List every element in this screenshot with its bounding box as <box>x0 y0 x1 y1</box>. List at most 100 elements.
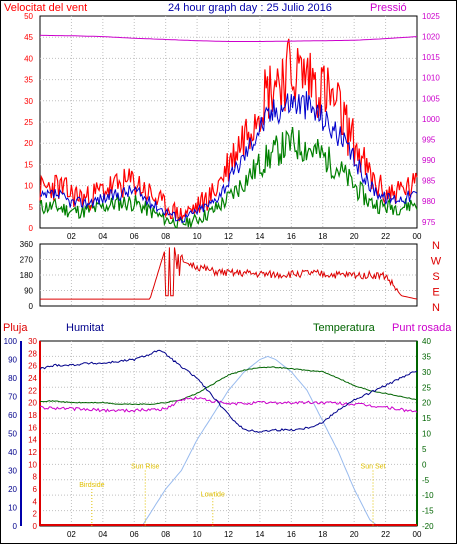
wind-panel: 0510152025303540455097598098599099510001… <box>24 12 440 241</box>
x-tick-label: 22 <box>381 232 390 241</box>
x-tick-label: 02 <box>67 232 76 241</box>
temperature-header: Temperatura <box>313 322 376 334</box>
direction-line <box>40 247 418 300</box>
x-tick-label: 06 <box>130 530 139 539</box>
compass-s: S <box>432 271 439 283</box>
y-tick-label: 0 <box>29 224 34 233</box>
sun-event-label: Sun Rise <box>131 464 160 471</box>
temp-tick-label: 35 <box>422 352 431 361</box>
x-tick-label: 18 <box>318 232 327 241</box>
humidity-tick-label: 90 <box>8 356 17 365</box>
x-tick-label: 20 <box>350 530 359 539</box>
humidity-tick-label: 40 <box>8 448 17 457</box>
x-tick-label: 06 <box>130 232 139 241</box>
dir-tick-label: 180 <box>20 271 34 280</box>
x-tick-label: 18 <box>318 530 327 539</box>
dir-tick-label: 0 <box>29 302 34 311</box>
x-tick-label: 04 <box>98 232 107 241</box>
humidity-tick-label: 50 <box>8 430 17 439</box>
temp-tick-label: -20 <box>422 522 434 531</box>
rain-tick-label: 24 <box>28 374 37 383</box>
y-tick-label: 25 <box>24 118 33 127</box>
x-tick-label: 10 <box>193 232 202 241</box>
x-tick-label: 04 <box>98 530 107 539</box>
dir-tick-label: 270 <box>20 256 34 265</box>
y2-tick-label: 995 <box>422 135 436 144</box>
y-tick-label: 35 <box>24 76 33 85</box>
solar-line <box>141 355 379 527</box>
date-header: 24 hour graph day : 25 Julio 2016 <box>168 2 332 14</box>
climate-panel: 0102030405060708090100024681012141618202… <box>4 337 434 539</box>
temp-tick-label: 5 <box>422 445 427 454</box>
temperature-line <box>40 366 418 406</box>
temp-tick-label: 10 <box>422 430 431 439</box>
humidity-tick-label: 80 <box>8 374 17 383</box>
dewpoint-line <box>39 396 418 413</box>
humidity-tick-label: 60 <box>8 411 17 420</box>
y2-tick-label: 1010 <box>422 74 440 83</box>
temp-tick-label: 25 <box>422 383 431 392</box>
x-tick-label: 00 <box>413 530 422 539</box>
humidity-tick-label: 10 <box>8 504 17 513</box>
temp-tick-label: 0 <box>422 460 427 469</box>
rain-tick-label: 28 <box>28 349 37 358</box>
y-tick-label: 10 <box>24 182 33 191</box>
x-tick-label: 22 <box>381 530 390 539</box>
rain-tick-label: 6 <box>33 485 38 494</box>
rain-tick-label: 12 <box>28 448 37 457</box>
sun-event-label: Lowtide <box>201 491 225 498</box>
rain-tick-label: 8 <box>33 473 38 482</box>
x-tick-label: 08 <box>161 530 170 539</box>
sun-event-label: Birdside <box>79 482 104 489</box>
rain-header: Pluja <box>3 322 28 334</box>
y-tick-label: 15 <box>24 160 33 169</box>
y-tick-label: 20 <box>24 139 33 148</box>
temp-tick-label: 30 <box>422 368 431 377</box>
dir-tick-label: 360 <box>20 240 34 249</box>
y-tick-label: 45 <box>24 33 33 42</box>
y-tick-label: 50 <box>24 12 33 21</box>
y2-tick-label: 975 <box>422 218 436 227</box>
rain-tick-label: 0 <box>33 522 38 531</box>
y-tick-label: 40 <box>24 54 33 63</box>
temp-tick-label: -15 <box>422 507 434 516</box>
temp-tick-label: -5 <box>422 476 430 485</box>
rain-tick-label: 18 <box>28 411 37 420</box>
x-tick-label: 00 <box>413 232 422 241</box>
x-tick-label: 20 <box>350 232 359 241</box>
rain-tick-label: 16 <box>28 423 37 432</box>
rain-tick-label: 2 <box>33 510 38 519</box>
x-tick-label: 02 <box>67 530 76 539</box>
x-tick-label: 12 <box>224 530 233 539</box>
x-tick-label: 14 <box>255 530 264 539</box>
sun-event-label: Sun Set <box>361 464 386 471</box>
temp-tick-label: -10 <box>422 491 434 500</box>
rain-tick-label: 26 <box>28 362 37 371</box>
dewpoint-header: Punt rosada <box>392 322 452 334</box>
y2-tick-label: 1005 <box>422 94 440 103</box>
x-tick-label: 16 <box>287 232 296 241</box>
compass-e: E <box>432 287 439 299</box>
y2-tick-label: 1000 <box>422 115 440 124</box>
dir-tick-label: 90 <box>24 287 33 296</box>
temp-tick-label: 15 <box>422 414 431 423</box>
y2-tick-label: 990 <box>422 156 436 165</box>
humidity-tick-label: 100 <box>4 337 18 346</box>
y-tick-label: 5 <box>29 203 34 212</box>
y2-tick-label: 985 <box>422 177 436 186</box>
x-tick-label: 08 <box>161 232 170 241</box>
humidity-line <box>39 349 418 433</box>
y-tick-label: 30 <box>24 97 33 106</box>
pressure-line <box>39 34 418 42</box>
temp-tick-label: 20 <box>422 399 431 408</box>
compass-w: W <box>431 256 442 268</box>
direction-panel: 0 90 180 270 360 <box>20 240 418 311</box>
x-tick-label: 10 <box>193 530 202 539</box>
humidity-header: Humitat <box>66 322 104 334</box>
humidity-tick-label: 30 <box>8 467 17 476</box>
wind-avg-line <box>39 91 418 224</box>
y2-tick-label: 1025 <box>422 12 440 21</box>
